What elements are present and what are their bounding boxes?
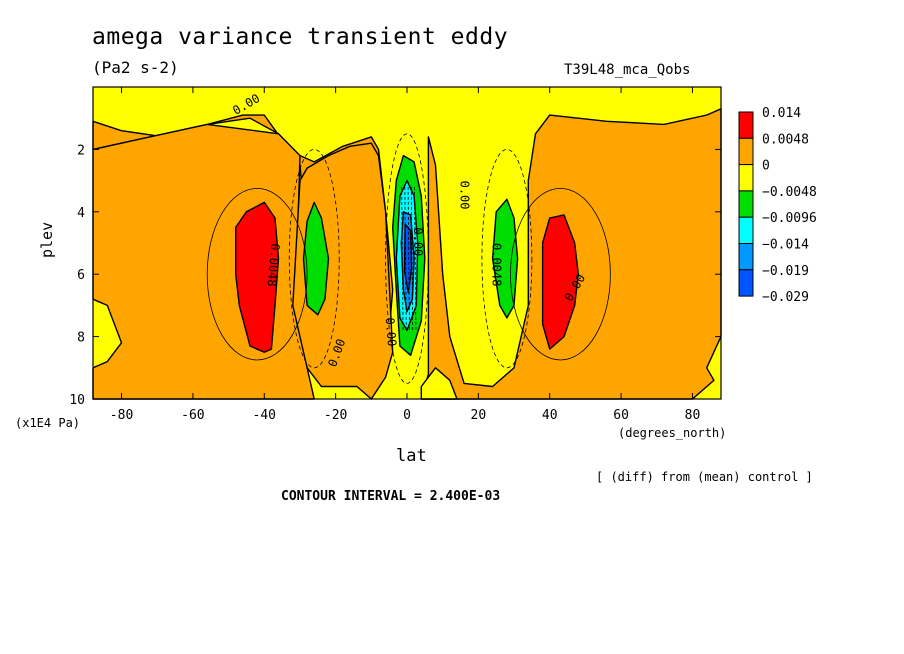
chart-title: amega variance transient eddy [92,24,509,50]
contour-line-dashed [414,186,417,331]
contour-label: 0.00 [383,317,399,347]
x-tick-label: -40 [253,408,276,423]
contour-interval: CONTOUR INTERVAL = 2.400E-03 [281,489,501,504]
contour-region [420,367,458,400]
legend-label: −0.029 [762,290,809,305]
contour-label: 0.00 [411,227,425,256]
legend-swatch [738,269,754,297]
legend-label: 0.0048 [762,132,809,147]
legend-swatch [738,111,754,139]
x-tick-label: 80 [685,408,701,423]
legend-swatch [738,190,754,218]
contour-line [206,188,308,361]
contour-region [302,201,330,316]
legend-label: −0.0096 [762,211,817,226]
legend-label: −0.014 [762,238,809,253]
contour-line-dashed [481,149,533,369]
contour-region [292,142,394,400]
contour-line [510,188,611,361]
y-tick-label: 6 [77,268,85,283]
color-legend: 0.014 0.0048 0 −0.0048 −0.0096 −0.014 −0.019 −0… [738,106,817,305]
contour-label: 0.0048 [490,243,504,286]
contour-label: 0.0048 [265,243,283,287]
contour-line-dashed [288,149,340,369]
legend-label: −0.019 [762,264,809,279]
y-tick-label: 2 [77,143,85,158]
contour-line-dashed [410,186,414,331]
legend-swatch [738,164,754,192]
legend-label: −0.0048 [762,185,817,200]
y-tick-label: 4 [77,206,85,221]
x-axis-unit: (degrees_north) [618,426,727,440]
axes: -80 -60 -40 -20 0 20 40 60 80 2 4 6 8 10 [69,86,722,423]
x-tick-label: 40 [542,408,558,423]
y-tick-label: 10 [69,393,85,408]
contour-line-dashed [385,133,429,384]
x-tick-label: 20 [471,408,487,423]
contour-region [541,214,579,350]
y-axis-unit: (x1E4 Pa) [15,416,81,430]
x-tick-label: -60 [181,408,204,423]
legend-label: 0 [762,159,770,174]
legend-swatch [738,243,754,271]
legend-label: 0.014 [762,106,801,121]
legend-swatch [738,216,754,244]
run-label: T39L48_mca_Qobs [564,62,691,78]
y-tick-label: 8 [77,331,85,346]
chart-units: (Pa2 s-2) [92,58,179,77]
diff-note: [ (diff) from (mean) control ] [596,470,813,484]
contour-region [403,223,413,294]
contour-label: 0.00 [458,181,472,210]
legend-swatch [738,137,754,166]
x-axis-label: lat [396,446,427,466]
x-tick-label: 0 [403,408,411,423]
x-tick-label: -80 [110,408,133,423]
contour-region [234,201,280,353]
contour-line-dashed [407,186,410,331]
contour-line-dashed [401,186,404,331]
x-tick-label: -20 [324,408,347,423]
x-tick-label: 60 [613,408,629,423]
contour-line-dashed [404,186,407,331]
